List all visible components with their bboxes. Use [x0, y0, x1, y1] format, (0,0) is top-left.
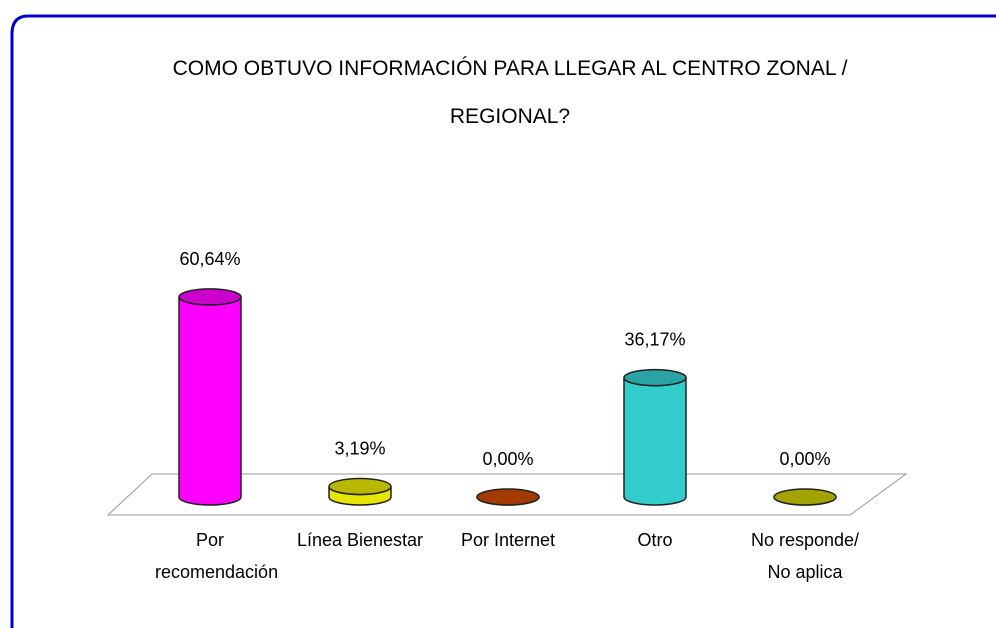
frame	[10, 14, 996, 628]
bar	[178, 296, 242, 506]
x-tick-label: Por recomendación	[155, 530, 279, 582]
value-label: 0,00%	[779, 449, 830, 469]
bar-top	[623, 368, 687, 387]
value-label: 60,64%	[179, 249, 240, 269]
value-label: 0,00%	[482, 449, 533, 469]
chart-title: COMO OBTUVO INFORMACIÓN PARA LLEGAR AL C…	[172, 57, 848, 128]
bar-top	[773, 488, 837, 506]
bar-top	[476, 488, 540, 506]
value-label: 36,17%	[624, 330, 685, 350]
x-tick-label: Por Internet	[460, 530, 556, 550]
value-label: 3,19%	[334, 438, 385, 458]
x-tick-label: Línea Bienestar	[296, 530, 424, 550]
bar-top	[328, 477, 392, 496]
bar-top	[178, 288, 242, 306]
bar	[623, 377, 687, 506]
x-tick-label: No responde/ No aplica	[750, 530, 860, 582]
x-tick-label: Otro	[637, 530, 673, 550]
